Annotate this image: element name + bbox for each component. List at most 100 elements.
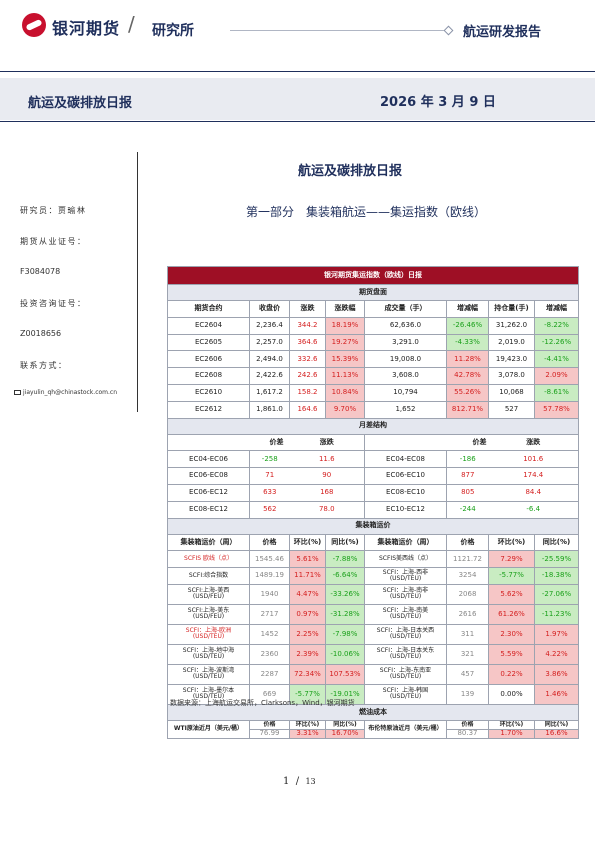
table-cell: EC04-EC08 xyxy=(364,450,447,469)
table-cell: -6.4 xyxy=(488,500,579,519)
section-row-futures: 期货盘面 xyxy=(167,284,579,301)
table-cell: 9.70% xyxy=(325,400,365,419)
column-header: 集装箱运价（周） xyxy=(364,533,447,552)
table-cell: 2,422.6 xyxy=(249,367,290,385)
column-header: 价格 xyxy=(446,719,489,730)
table-cell: 1121.72 xyxy=(446,550,489,569)
page-separator: / xyxy=(295,776,300,787)
table-cell: -12.26% xyxy=(534,333,579,352)
table-cell: 11.13% xyxy=(325,367,365,385)
table-cell: 242.6 xyxy=(289,367,326,385)
table-cell: 321 xyxy=(446,643,489,665)
brand-separator: / xyxy=(128,12,135,36)
table-cell: -7.98% xyxy=(325,623,365,645)
table-cell: 1,652 xyxy=(364,400,447,419)
data-source: 数据来源：上海航运交易所，Clarksons，Wind，银河期货 xyxy=(170,699,355,707)
table-cell: 5.61% xyxy=(289,550,326,569)
table-cell: SCFI:上海-美东 (USD/FEU) xyxy=(167,603,250,625)
table-cell: 61.26% xyxy=(488,603,535,625)
table-cell: 332.6 xyxy=(289,350,326,369)
table-cell: -26.46% xyxy=(446,316,489,335)
table-cell: 107.53% xyxy=(325,663,365,685)
table-cell: -7.88% xyxy=(325,550,365,569)
table-row: EC2610 1,617.2 158.2 10.84% 10,794 55.26% 10,0… xyxy=(167,383,579,402)
institute-name: 研究所 xyxy=(152,23,194,39)
table-cell: EC2606 xyxy=(167,350,250,369)
table-cell: 2360 xyxy=(249,643,290,665)
table-row: EC2608 2,422.6 242.6 11.13% 3,608.0 42.78% 3,0… xyxy=(167,367,579,385)
table-cell: 3,608.0 xyxy=(364,367,447,385)
futures-header-row: 期货合约 收盘价 涨跌 涨跌幅 成交量（手） 增减幅 持仓量(手) 增减幅 xyxy=(167,300,579,318)
column-header: 环比(%) xyxy=(488,719,535,730)
table-cell: -18.38% xyxy=(534,567,579,585)
section-header: 期货盘面 xyxy=(167,284,579,301)
table-cell: 2,257.0 xyxy=(249,333,290,352)
column-header: 持仓量(手) xyxy=(488,300,535,318)
table-cell: 1940 xyxy=(249,583,290,605)
table-row: SCFI：上海-地中海 (USD/TEU) 2360 2.39% -10.06% SCF… xyxy=(167,643,579,665)
table-title: 银河期货集运指数（欧线）日报 xyxy=(167,266,579,285)
table-cell: EC2604 xyxy=(167,316,250,335)
contact-email[interactable]: jiayulin_qh@chinastock.com.cn xyxy=(14,389,134,396)
table-cell: -31.28% xyxy=(325,603,365,625)
table-cell: EC08-EC12 xyxy=(167,500,250,519)
table-cell: -4.41% xyxy=(534,350,579,369)
table-cell: -258 xyxy=(249,450,290,469)
column-header: WTI原油近月（美元/桶） xyxy=(167,719,250,739)
table-cell: -8.22% xyxy=(534,316,579,335)
table-cell: SCFI：上海-日本关西 (USD/TEU) xyxy=(364,623,447,645)
column-header: 集装箱运价（周） xyxy=(167,533,250,552)
table-row: EC06-EC12 633 168 EC08-EC10 805 84.4 xyxy=(167,483,579,502)
column-header: 增减幅 xyxy=(446,300,489,318)
table-cell: 11.6 xyxy=(289,450,365,469)
table-cell: 812.71% xyxy=(446,400,489,419)
table-cell: 42.78% xyxy=(446,367,489,385)
table-cell: 0.00% xyxy=(488,683,535,705)
column-header: 期货合约 xyxy=(167,300,250,318)
table-cell: 1.46% xyxy=(534,683,579,705)
column-header: 价格 xyxy=(446,533,489,552)
table-cell: 10,068 xyxy=(488,383,535,402)
table-cell: -244 xyxy=(446,500,489,519)
table-cell: 78.0 xyxy=(289,500,365,519)
column-header: 涨跌幅 xyxy=(325,300,365,318)
table-cell: SCFI：上海-地中海 (USD/TEU) xyxy=(167,643,250,665)
table-cell: 10.84% xyxy=(325,383,365,402)
table-cell: 4.22% xyxy=(534,643,579,665)
column-header: 同比(%) xyxy=(534,719,579,730)
table-cell: 633 xyxy=(249,483,290,502)
table-cell: 15.39% xyxy=(325,350,365,369)
column-header: 环比(%) xyxy=(289,533,326,552)
column-header: 环比(%) xyxy=(289,719,326,730)
table-cell: 16.6% xyxy=(534,728,579,739)
table-cell: 76.99 xyxy=(249,728,290,739)
column-header: 布伦特原油近月（美元/桶） xyxy=(364,719,447,739)
table-cell: EC2610 xyxy=(167,383,250,402)
table-cell: SCFIS 欧线（点） xyxy=(167,550,250,569)
column-header: 同比(%) xyxy=(325,719,365,730)
column-header: 收盘价 xyxy=(249,300,290,318)
table-cell: -8.61% xyxy=(534,383,579,402)
fuel-header-row: WTI原油近月（美元/桶） 价格 环比(%) 同比(%) 布伦特原油近月（美元/桶） 价格… xyxy=(167,719,579,739)
table-cell: 364.6 xyxy=(289,333,326,352)
title-band xyxy=(0,78,595,120)
table-cell: 562 xyxy=(249,500,290,519)
table-cell: 10,794 xyxy=(364,383,447,402)
column-header: 涨跌 xyxy=(289,433,365,452)
table-cell: SCFI：上海-西非 (USD/TEU) xyxy=(364,567,447,585)
table-cell: 2616 xyxy=(446,603,489,625)
table-cell: SCFI：上海-欧洲 (USD/TEU) xyxy=(167,623,250,645)
page-total: 13 xyxy=(305,777,316,786)
table-cell: 5.59% xyxy=(488,643,535,665)
table-cell: 2.25% xyxy=(289,623,326,645)
table-cell: -4.33% xyxy=(446,333,489,352)
column-header: 涨跌 xyxy=(488,433,579,452)
table-cell: 877 xyxy=(446,467,489,485)
table-cell: SCFI：上海-韩国 (USD/TEU) xyxy=(364,683,447,705)
table-cell: 3.86% xyxy=(534,663,579,685)
section-row-spread: 月差结构 xyxy=(167,417,579,435)
column-header: 增减幅 xyxy=(534,300,579,318)
email-text[interactable]: jiayulin_qh@chinastock.com.cn xyxy=(23,389,118,396)
table-cell: 139 xyxy=(446,683,489,705)
table-cell: EC2612 xyxy=(167,400,250,419)
